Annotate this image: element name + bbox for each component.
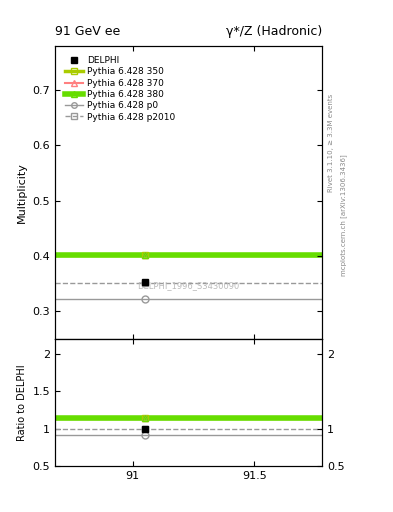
Text: 91 GeV ee: 91 GeV ee — [55, 26, 120, 38]
Text: DELPHI_1996_S3430090: DELPHI_1996_S3430090 — [138, 282, 240, 290]
Legend: DELPHI, Pythia 6.428 350, Pythia 6.428 370, Pythia 6.428 380, Pythia 6.428 p0, P: DELPHI, Pythia 6.428 350, Pythia 6.428 3… — [62, 54, 178, 124]
Y-axis label: Multiplicity: Multiplicity — [17, 162, 27, 223]
Y-axis label: Ratio to DELPHI: Ratio to DELPHI — [17, 364, 27, 441]
Text: Rivet 3.1.10, ≥ 3.3M events: Rivet 3.1.10, ≥ 3.3M events — [328, 94, 334, 193]
Text: γ*/Z (Hadronic): γ*/Z (Hadronic) — [226, 26, 322, 38]
Text: mcplots.cern.ch [arXiv:1306.3436]: mcplots.cern.ch [arXiv:1306.3436] — [340, 154, 347, 276]
